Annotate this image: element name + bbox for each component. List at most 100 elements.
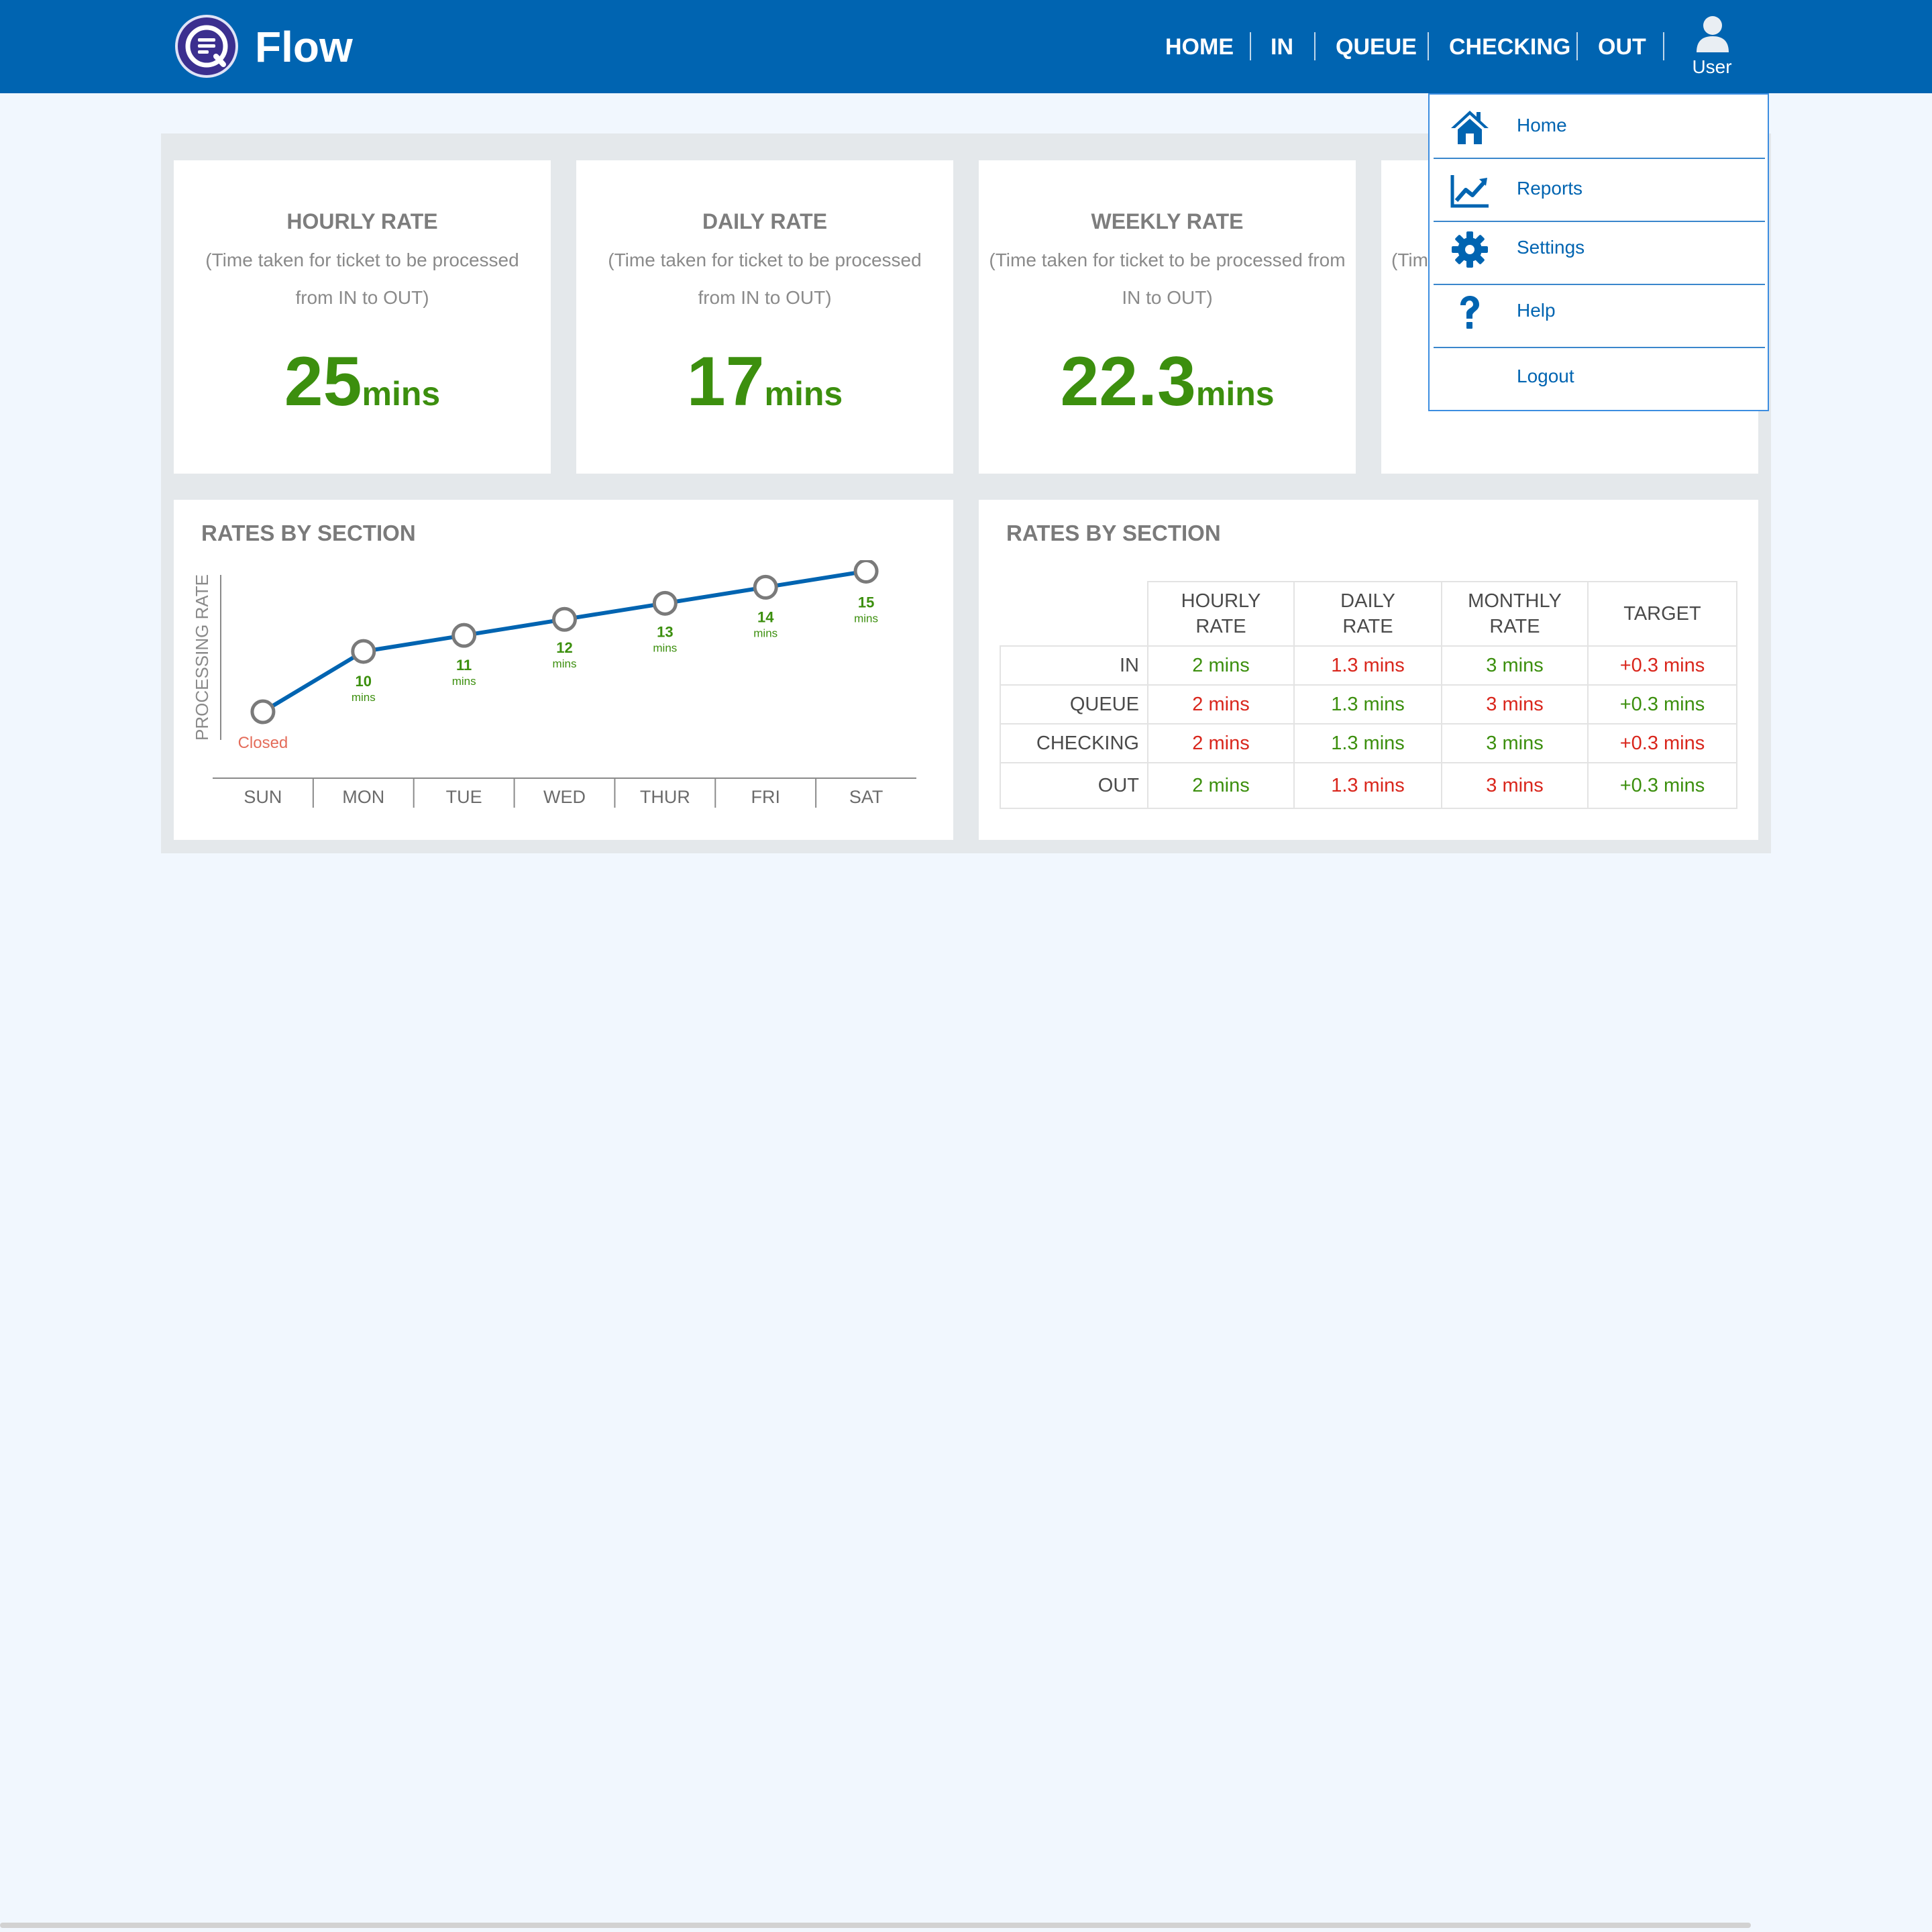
row-label: OUT	[1000, 762, 1148, 809]
question-icon	[1460, 296, 1479, 329]
dropdown-item-settings[interactable]: Settings	[1434, 218, 1765, 281]
table-cell: 3 mins	[1441, 723, 1589, 763]
nav-separator	[1314, 32, 1316, 60]
y-axis-title: PROCESSING RATE	[192, 574, 212, 741]
dropdown-label: Reports	[1517, 178, 1583, 199]
hourly-rate-unit: mins	[362, 375, 441, 413]
table-cell: 1.3 mins	[1293, 762, 1442, 809]
table-cell: +0.3 mins	[1587, 723, 1737, 763]
daily-rate-number: 17	[686, 343, 765, 421]
processing-rate-line-chart: PROCESSING RATE SUN MON TUE WED THUR FRI SAT Clo…	[192, 560, 916, 808]
hourly-rate-title: HOURLY RATE	[286, 209, 438, 233]
column-header-hourly-rate: HOURLY RATE	[1147, 581, 1295, 647]
dropdown-divider	[1434, 284, 1765, 285]
nav-queue[interactable]: QUEUE	[1336, 34, 1417, 60]
weekly-rate-value: 22.3mins	[979, 342, 1356, 422]
dropdown-divider	[1434, 221, 1765, 222]
row-label: IN	[1000, 645, 1148, 686]
x-tick-label: WED	[543, 787, 586, 807]
table-cell: +0.3 mins	[1587, 762, 1737, 809]
x-tick-label: SAT	[849, 787, 883, 807]
nav-separator	[1250, 32, 1251, 60]
dropdown-label: Home	[1517, 115, 1567, 136]
data-point	[351, 639, 376, 664]
nav-out[interactable]: OUT	[1598, 34, 1646, 60]
flow-logo-icon[interactable]	[174, 13, 239, 79]
data-point	[853, 560, 879, 584]
user-avatar-icon[interactable]	[1695, 15, 1730, 54]
weekly-rate-title: WEEKLY RATE	[1091, 209, 1244, 233]
table-cell: 1.3 mins	[1293, 684, 1442, 724]
data-label-value: 11	[456, 657, 472, 674]
table-cell: 3 mins	[1441, 645, 1589, 686]
dropdown-divider	[1434, 158, 1765, 159]
table-corner-cell	[1000, 582, 1148, 647]
table-cell: 3 mins	[1441, 684, 1589, 724]
column-header-target: TARGET	[1587, 581, 1737, 647]
row-label: QUEUE	[1000, 684, 1148, 724]
table-cell: 2 mins	[1147, 762, 1295, 809]
data-label-unit: mins	[753, 627, 777, 639]
horizontal-scrollbar[interactable]	[0, 1923, 1751, 1928]
weekly-rate-number: 22.3	[1060, 343, 1196, 421]
daily-rate-unit: mins	[764, 375, 843, 413]
hourly-rate-value: 25mins	[174, 342, 551, 422]
monthly-rate-description-partial: (Tim	[1391, 250, 1428, 270]
daily-rate-value: 17mins	[576, 342, 953, 422]
brand-name[interactable]: Flow	[255, 23, 353, 71]
table-cell: 1.3 mins	[1293, 723, 1442, 763]
dropdown-label: Help	[1517, 300, 1556, 321]
nav-separator	[1576, 32, 1578, 60]
data-label-unit: mins	[553, 657, 577, 670]
dropdown-item-home[interactable]: Home	[1434, 96, 1765, 159]
nav-home[interactable]: HOME	[1165, 34, 1234, 60]
table-cell: +0.3 mins	[1587, 645, 1737, 686]
x-tick-label: FRI	[751, 787, 780, 807]
table-row-checking: CHECKING 2 mins 1.3 mins 3 mins +0.3 min…	[1000, 723, 1737, 763]
dropdown-item-help[interactable]: Help	[1434, 281, 1765, 344]
data-label-value: 13	[657, 623, 673, 640]
dropdown-label: Logout	[1517, 366, 1574, 386]
chart-panel-title: RATES BY SECTION	[201, 521, 416, 545]
hourly-rate-description: (Time taken for ticket to be processed f…	[205, 250, 519, 308]
gear-icon	[1452, 231, 1488, 268]
table-panel-title: RATES BY SECTION	[1006, 521, 1221, 545]
table-row-in: IN 2 mins 1.3 mins 3 mins +0.3 mins	[1000, 645, 1737, 686]
dropdown-item-reports[interactable]: Reports	[1434, 159, 1765, 222]
dropdown-label: Settings	[1517, 237, 1585, 258]
dropdown-item-logout[interactable]: Logout	[1434, 347, 1765, 410]
data-label-closed: Closed	[238, 734, 288, 752]
table-row-queue: QUEUE 2 mins 1.3 mins 3 mins +0.3 mins	[1000, 684, 1737, 724]
column-header-monthly-rate: MONTHLY RATE	[1441, 581, 1589, 647]
weekly-rate-unit: mins	[1195, 375, 1275, 413]
table-header-row: HOURLY RATE DAILY RATE MONTHLY RATE TARGET	[1000, 581, 1737, 647]
row-label: CHECKING	[1000, 723, 1148, 763]
x-tick-label: THUR	[640, 787, 690, 807]
weekly-rate-description: (Time taken for ticket to be processed f…	[989, 250, 1346, 308]
nav-checking[interactable]: CHECKING	[1449, 34, 1571, 60]
user-label[interactable]: User	[1692, 56, 1732, 77]
x-tick-label: SUN	[244, 787, 282, 807]
data-label-value: 14	[757, 608, 774, 625]
nav-separator	[1428, 32, 1429, 60]
daily-rate-card	[576, 160, 953, 474]
daily-rate-title: DAILY RATE	[702, 209, 828, 233]
nav-in[interactable]: IN	[1271, 34, 1293, 60]
table-cell: 2 mins	[1147, 645, 1295, 686]
data-label-value: 12	[556, 639, 572, 656]
data-point	[552, 606, 577, 632]
table-cell: 2 mins	[1147, 723, 1295, 763]
table-cell: 3 mins	[1441, 762, 1589, 809]
data-point	[753, 574, 778, 600]
nav-separator	[1663, 32, 1664, 60]
table-cell: +0.3 mins	[1587, 684, 1737, 724]
weekly-rate-card	[979, 160, 1356, 474]
table-row-out: OUT 2 mins 1.3 mins 3 mins +0.3 mins	[1000, 762, 1737, 809]
home-icon	[1451, 111, 1489, 144]
data-point	[250, 699, 276, 724]
data-label-unit: mins	[653, 641, 677, 654]
chart-icon	[1450, 175, 1489, 208]
daily-rate-description: (Time taken for ticket to be processed f…	[608, 250, 922, 308]
x-tick-label: MON	[342, 787, 384, 807]
hourly-rate-card	[174, 160, 551, 474]
